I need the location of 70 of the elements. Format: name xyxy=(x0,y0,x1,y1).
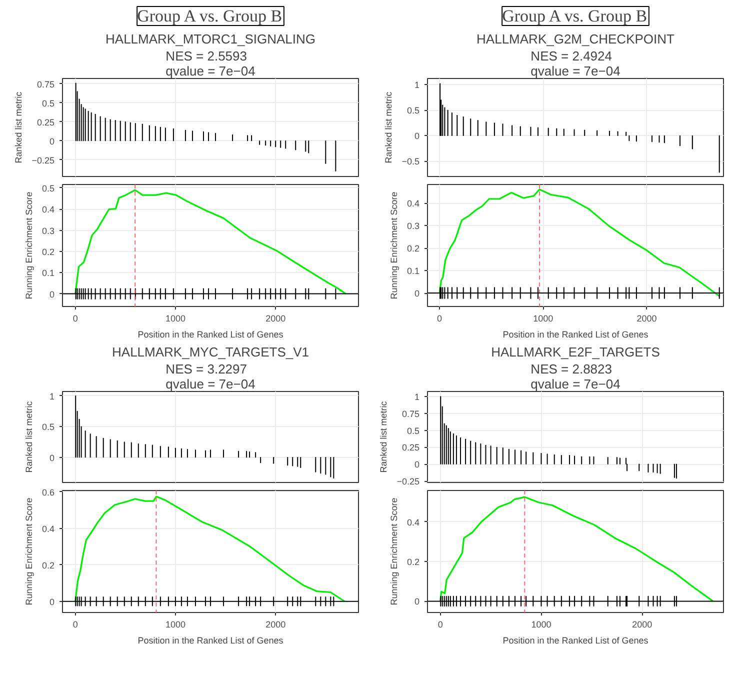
y-axis-title: Running Enrichment Score xyxy=(24,498,34,606)
y-axis-title: Running Enrichment Score xyxy=(388,498,399,606)
y-tick-label: 0.5 xyxy=(406,426,420,436)
y-tick-label: 0 xyxy=(414,460,420,470)
chart-subtitle: NES = 2.8823 qvalue = 7e−04 xyxy=(530,362,620,392)
y-tick-label: 0.1 xyxy=(42,268,55,278)
y-tick-label: 0.4 xyxy=(406,198,420,209)
y-tick-label: 0.2 xyxy=(406,557,420,568)
y-tick-label: 0 xyxy=(49,596,55,607)
x-tick-label: 1000 xyxy=(165,620,186,630)
x-tick-label: 2000 xyxy=(266,314,286,324)
y-tick-label: 0 xyxy=(414,131,420,142)
y-tick-label: 0.4 xyxy=(42,524,55,534)
text: Group A vs. Group B xyxy=(137,6,282,26)
y-tick-label: 0.75 xyxy=(36,79,55,90)
x-tick-label: 2000 xyxy=(632,620,652,630)
x-tick-label: 1000 xyxy=(165,314,186,324)
chart-title: HALLMARK_MTORC1_SIGNALING xyxy=(106,32,316,46)
y-tick-label: 0.4 xyxy=(406,517,420,528)
x-axis-title: Position in the Ranked List of Genes xyxy=(138,330,284,340)
chart-title: HALLMARK_E2F_TARGETS xyxy=(491,344,660,360)
y-tick-label: 1 xyxy=(414,392,420,402)
y-axis-title: Ranked list metric xyxy=(378,400,389,473)
y-tick-label: −0.5 xyxy=(402,156,420,167)
x-tick-label: 0 xyxy=(438,620,443,630)
y-tick-label: 0.25 xyxy=(402,442,420,453)
chart-title: HALLMARK_G2M_CHECKPOINT xyxy=(476,32,675,46)
y-tick-label: 0.5 xyxy=(406,106,420,116)
y-axis-title: Ranked list metric xyxy=(14,91,24,164)
y-tick-label: 0.3 xyxy=(42,226,55,236)
y-tick-label: 0 xyxy=(49,452,55,463)
y-tick-label: 0.2 xyxy=(406,244,420,254)
y-tick-label: 1 xyxy=(49,391,55,402)
y-tick-label: 0.5 xyxy=(42,183,55,194)
y-tick-label: −0.25 xyxy=(32,155,55,166)
x-tick-label: 2000 xyxy=(266,620,286,630)
y-axis-title: Ranked list metric xyxy=(24,400,34,473)
y-tick-label: 0.25 xyxy=(36,117,55,128)
y-tick-label: 0.5 xyxy=(42,98,55,108)
x-axis-title: Position in the Ranked List of Genes xyxy=(138,636,284,646)
y-tick-label: 0.75 xyxy=(402,408,420,419)
x-tick-label: 2000 xyxy=(636,314,657,324)
x-tick-label: 0 xyxy=(437,314,442,324)
y-tick-label: 0.4 xyxy=(42,204,55,215)
y-tick-label: 1 xyxy=(414,80,420,90)
y-tick-label: 0.2 xyxy=(42,560,55,570)
y-axis-title: Ranked list metric xyxy=(384,91,394,164)
x-axis-title: Position in the Ranked List of Genes xyxy=(502,330,649,340)
text: Group A vs. Group B xyxy=(502,6,648,26)
y-tick-label: 0 xyxy=(49,136,55,146)
y-tick-label: −0.25 xyxy=(396,476,420,487)
x-tick-label: 1000 xyxy=(533,314,554,324)
y-tick-label: 0.6 xyxy=(42,487,55,498)
x-tick-label: 0 xyxy=(72,620,78,630)
x-tick-label: 1000 xyxy=(531,620,552,630)
chart-subtitle: NES = 3.2297 qvalue = 7e−04 xyxy=(166,362,256,392)
y-tick-label: 0.3 xyxy=(406,221,420,232)
y-tick-label: 0.2 xyxy=(42,246,55,257)
y-tick-label: 0 xyxy=(49,289,55,300)
x-axis-title: Position in the Ranked List of Genes xyxy=(502,636,649,646)
chart-subtitle: NES = 2.5593 qvalue = 7e−04 xyxy=(166,48,256,78)
x-tick-label: 0 xyxy=(72,314,78,324)
chart-title: HALLMARK_MYC_TARGETS_V1 xyxy=(112,344,310,360)
chart-subtitle: NES = 2.4924 qvalue = 7e−04 xyxy=(530,48,620,78)
y-tick-label: 0 xyxy=(414,596,420,607)
y-axis-title: Running Enrichment Score xyxy=(388,192,399,300)
y-tick-label: 0 xyxy=(414,288,420,299)
y-tick-label: 0.1 xyxy=(406,266,420,276)
y-axis-title: Running Enrichment Score xyxy=(24,192,34,300)
y-tick-label: 0.5 xyxy=(42,422,55,432)
